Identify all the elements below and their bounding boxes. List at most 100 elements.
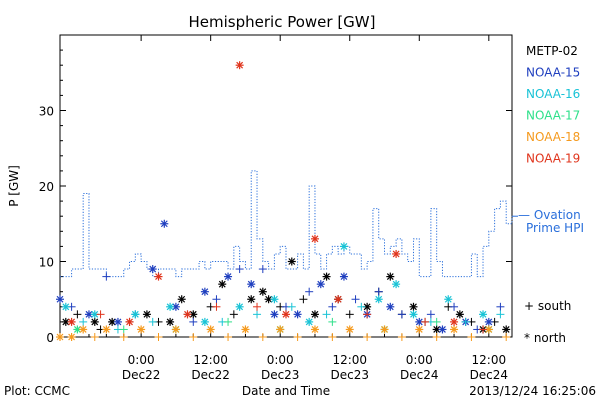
x-axis-label: Date and Time: [242, 384, 330, 398]
ovation-line: [60, 170, 518, 278]
legend-item-noaa-17: NOAA-17: [526, 109, 580, 123]
star-d2: [305, 318, 313, 326]
point-noaa-15-12: [224, 272, 233, 281]
star-d2: [294, 310, 302, 318]
point-noaa-18-17: [328, 333, 337, 341]
star-d2: [73, 326, 81, 333]
star-d2: [444, 295, 452, 303]
y-tick-label-30: 30: [39, 105, 54, 119]
star-d2: [311, 326, 319, 333]
point-noaa-17-3: [224, 317, 233, 326]
ovation-step-line: [60, 170, 513, 278]
star-d2: [323, 273, 330, 281]
point-noaa-18-18: [345, 325, 354, 334]
point-noaa-15-23: [351, 295, 360, 304]
point-metp-02-26: [386, 272, 395, 281]
star-d2: [184, 310, 191, 318]
x-tick-time-3: 12:00: [332, 353, 367, 367]
point-noaa-19-13: [421, 317, 430, 326]
footer-right: 2013/12/24 16:25:06: [469, 384, 596, 398]
star-d2: [91, 310, 99, 318]
point-noaa-15-14: [247, 280, 256, 289]
point-noaa-18-24: [450, 325, 459, 334]
point-noaa-19-7: [253, 302, 262, 311]
x-tick-date-2: Dec23: [261, 368, 300, 382]
point-noaa-16-13: [287, 302, 296, 311]
point-noaa-18-2: [79, 325, 88, 334]
point-metp-02-28: [409, 302, 418, 311]
star-d2: [218, 280, 226, 288]
point-noaa-16-12: [270, 295, 279, 304]
point-metp-02-32: [455, 310, 464, 319]
star-d2: [381, 326, 388, 333]
star-d2: [207, 326, 215, 333]
point-noaa-17-7: [432, 317, 441, 326]
star-d2: [242, 326, 249, 333]
ovation-label-line2: Prime HPI: [526, 221, 584, 235]
point-noaa-16-15: [322, 310, 331, 319]
star-d2: [340, 242, 348, 250]
point-noaa-18-23: [432, 333, 441, 341]
point-metp-02-15: [258, 287, 267, 296]
star-d2: [386, 273, 394, 281]
point-noaa-18-25: [467, 333, 476, 341]
chart-title: Hemispheric Power [GW]: [189, 13, 376, 31]
y-axis-label: P [GW]: [7, 165, 21, 207]
star-d2: [311, 310, 319, 318]
star-d2: [334, 295, 342, 303]
star-d2: [91, 318, 99, 326]
star-d2: [160, 220, 168, 228]
star-d2: [126, 318, 133, 326]
point-noaa-16-6: [166, 302, 175, 311]
point-noaa-15-15: [258, 265, 267, 274]
y-axis: 0 10 20 30: [39, 49, 512, 345]
star-d2: [166, 303, 174, 311]
legend-item-noaa-15: NOAA-15: [526, 66, 580, 80]
point-noaa-18-14: [276, 325, 285, 334]
star-d2: [236, 61, 244, 69]
point-noaa-15-30: [438, 325, 447, 334]
star-d2: [485, 318, 493, 326]
star-d2: [282, 310, 290, 318]
star-d2: [178, 295, 186, 303]
point-noaa-16-25: [496, 310, 505, 319]
point-metp-02-24: [363, 302, 372, 311]
plot-area-frame: [59, 34, 513, 338]
point-noaa-15-35: [496, 302, 505, 311]
point-noaa-19-12: [392, 249, 401, 258]
point-noaa-18-3: [90, 333, 99, 341]
point-noaa-16-5: [148, 317, 157, 326]
point-noaa-18-16: [310, 325, 319, 334]
point-noaa-16-19: [392, 280, 401, 289]
star-d2: [392, 280, 400, 288]
star-d2: [317, 280, 325, 288]
point-noaa-15-31: [450, 302, 459, 311]
star-d2: [143, 310, 151, 318]
star-d2: [56, 333, 64, 341]
point-noaa-19-10: [334, 295, 343, 304]
star-d2: [346, 326, 354, 333]
star-d2: [247, 280, 255, 288]
point-noaa-15-18: [293, 310, 302, 319]
star-d2: [189, 310, 197, 318]
star-d2: [137, 326, 145, 333]
point-noaa-19-1: [96, 310, 105, 319]
point-noaa-18-22: [415, 325, 424, 334]
point-noaa-18-19: [363, 333, 372, 341]
x-tick-time-4: 0:00: [406, 353, 433, 367]
data-points: [56, 61, 511, 341]
point-metp-02-23: [345, 310, 354, 319]
point-noaa-19-3: [154, 272, 163, 281]
star-d2: [236, 303, 244, 311]
point-noaa-18-12: [241, 325, 250, 334]
point-noaa-16-2: [90, 310, 99, 319]
point-noaa-15-21: [328, 302, 337, 311]
point-metp-02-9: [177, 295, 186, 304]
x-tick-time-0: 0:00: [128, 353, 155, 367]
point-noaa-18-20: [380, 325, 389, 334]
star-d2: [108, 318, 116, 326]
point-noaa-15-27: [397, 310, 406, 319]
star-d2: [288, 258, 296, 265]
x-tick-date-3: Dec23: [330, 368, 369, 382]
